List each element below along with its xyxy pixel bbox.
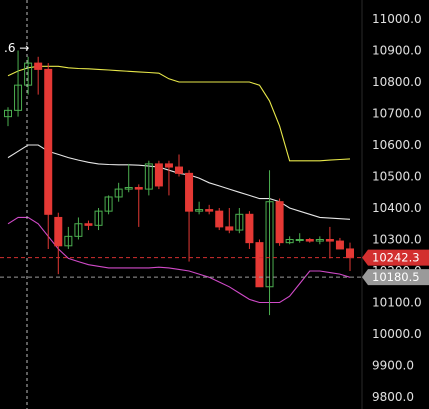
- candle-body-down: [225, 226, 234, 231]
- candle[interactable]: [114, 182, 123, 202]
- candle[interactable]: [144, 160, 153, 196]
- y-tick-label: 10500.0: [372, 170, 422, 184]
- candle-body-up: [124, 187, 133, 190]
- candle-body-down: [245, 213, 254, 244]
- candle-body-up: [94, 210, 103, 226]
- candle[interactable]: [164, 160, 173, 196]
- candle-body-up: [104, 196, 113, 212]
- candle-body-up: [144, 163, 153, 190]
- candle[interactable]: [175, 154, 183, 177]
- y-tick-label: 10000.0: [372, 327, 422, 341]
- candle[interactable]: [275, 198, 284, 246]
- candle[interactable]: [215, 208, 224, 231]
- candle[interactable]: [154, 160, 163, 190]
- candle[interactable]: [134, 184, 143, 227]
- bollinger-bands: [7, 65, 351, 304]
- candle-body-down: [215, 210, 224, 228]
- band-upper-line: [7, 65, 351, 162]
- price-lines: [0, 257, 362, 278]
- candle-body-up: [195, 209, 204, 212]
- y-tick-label: 10800.0: [372, 75, 422, 89]
- candle[interactable]: [305, 237, 314, 243]
- candles-layer[interactable]: [4, 50, 354, 316]
- last-price-tag: 10242.3: [362, 249, 429, 266]
- crosshair-label: .6 →: [4, 41, 29, 55]
- candle[interactable]: [315, 236, 324, 245]
- candle-body-up: [64, 235, 73, 247]
- candle-body-up: [265, 201, 274, 288]
- candle-body-down: [54, 216, 63, 247]
- candle[interactable]: [255, 239, 264, 288]
- candle-body-down: [305, 239, 314, 242]
- y-tick-label: 10700.0: [372, 107, 422, 121]
- candle-body-up: [14, 84, 23, 111]
- candle[interactable]: [34, 56, 43, 95]
- band-lower-line: [7, 216, 351, 304]
- price-tag-label: 10242.3: [372, 251, 420, 265]
- y-tick-label: 10600.0: [372, 138, 422, 152]
- candle-body-down: [335, 240, 344, 250]
- candle-body-up: [235, 213, 244, 231]
- candle[interactable]: [54, 212, 63, 275]
- candle-body-up: [114, 188, 123, 198]
- y-tick-label: 10400.0: [372, 201, 422, 215]
- candle-body-down: [84, 223, 93, 226]
- candle[interactable]: [245, 211, 254, 249]
- candle-body-down: [255, 242, 264, 288]
- candle[interactable]: [14, 50, 23, 117]
- candle[interactable]: [235, 208, 244, 234]
- candle-body-up: [4, 109, 12, 118]
- candle[interactable]: [285, 236, 294, 245]
- candle[interactable]: [104, 195, 113, 215]
- y-tick-label: 11000.0: [372, 12, 422, 26]
- candle[interactable]: [325, 226, 334, 259]
- y-tick-label: 10100.0: [372, 296, 422, 310]
- candle[interactable]: [205, 204, 214, 215]
- price-tags: 10242.3 10180.5: [362, 249, 429, 286]
- candle-body-down: [175, 166, 183, 174]
- candle[interactable]: [335, 237, 344, 250]
- candle[interactable]: [295, 233, 304, 243]
- candle-body-down: [164, 163, 173, 168]
- candle-body-down: [205, 209, 214, 212]
- candle[interactable]: [346, 242, 354, 271]
- candle-body-down: [134, 187, 143, 190]
- candle[interactable]: [4, 107, 12, 127]
- candle[interactable]: [124, 163, 133, 193]
- candle-body-down: [325, 239, 334, 242]
- price-tag-label: 10180.5: [372, 270, 420, 284]
- reference-price-tag: 10180.5: [362, 269, 429, 286]
- candle[interactable]: [195, 201, 204, 215]
- candle-body-down: [154, 163, 163, 187]
- price-tag-background: [362, 249, 429, 266]
- y-tick-label: 10300.0: [372, 233, 422, 247]
- candle-body-up: [74, 223, 83, 237]
- y-tick-label: 10900.0: [372, 44, 422, 58]
- candle[interactable]: [24, 56, 33, 95]
- candle[interactable]: [44, 63, 53, 249]
- candle-body-up: [24, 62, 33, 86]
- price-axis[interactable]: 11000.0 10900.0 10800.0 10700.0 10600.0 10500…: [372, 12, 422, 404]
- y-tick-label: 9800.0: [372, 390, 414, 404]
- candle-body-down: [185, 172, 194, 212]
- candle-body-down: [275, 201, 284, 244]
- candle-body-up: [285, 239, 294, 244]
- candle[interactable]: [265, 170, 274, 316]
- y-tick-label: 9900.0: [372, 359, 414, 373]
- candle-body-down: [44, 68, 53, 215]
- candle[interactable]: [84, 220, 93, 231]
- candle-body-down: [34, 62, 43, 70]
- candle-body-up: [295, 239, 304, 241]
- candle[interactable]: [94, 208, 103, 231]
- candle[interactable]: [225, 208, 234, 234]
- candle-body-up: [315, 239, 324, 242]
- candle-body-down: [346, 248, 354, 259]
- price-tag-background: [362, 269, 429, 286]
- candle[interactable]: [74, 217, 83, 240]
- candle[interactable]: [185, 170, 194, 262]
- candle[interactable]: [64, 226, 73, 249]
